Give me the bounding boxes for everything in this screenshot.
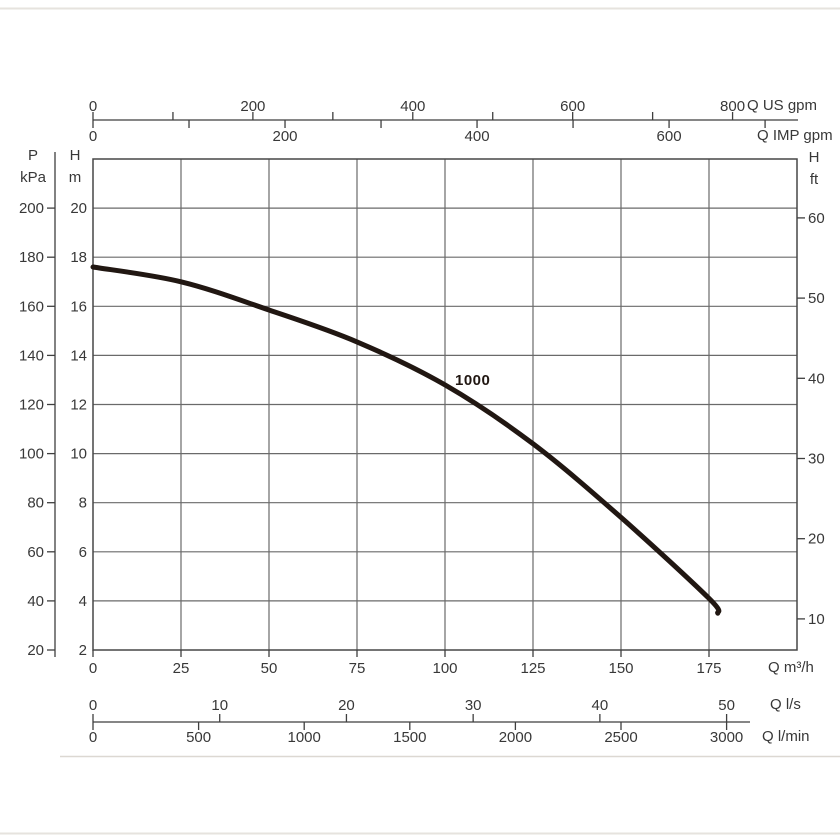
head-ft-tick-label: 30: [808, 451, 825, 468]
lmin-tick-label: 1500: [393, 729, 426, 746]
head-m-tick-label: 6: [79, 544, 87, 561]
lmin-tick-label: 3000: [710, 729, 743, 746]
head-ft-tick-label: 20: [808, 531, 825, 548]
head-ft-axis-symbol: H: [808, 149, 820, 166]
kpa-tick-label: 80: [27, 495, 44, 512]
imp-gpm-tick-label: 0: [89, 128, 97, 145]
imp-gpm-tick-label: 200: [273, 128, 298, 145]
kpa-tick-label: 160: [19, 298, 44, 315]
ls-tick-label: 20: [338, 697, 355, 714]
head-m-tick-label: 16: [70, 298, 87, 315]
pressure-axis-unit: kPa: [20, 169, 46, 186]
head-m-tick-label: 2: [79, 642, 87, 659]
m3h-axis-title: Q m³/h: [768, 659, 814, 676]
head-ft-tick-label: 10: [808, 611, 825, 628]
head-m-tick-label: 18: [70, 249, 87, 266]
us-gpm-tick-label: 600: [560, 98, 585, 115]
head-ft-axis-title: H ft: [792, 147, 836, 191]
lmin-tick-label: 500: [186, 729, 211, 746]
head-m-axis-title: H m: [53, 145, 97, 189]
kpa-tick-label: 200: [19, 200, 44, 217]
pressure-axis-title: P kPa: [11, 145, 55, 189]
m3h-tick-label: 0: [89, 660, 97, 677]
m3h-tick-label: 100: [432, 660, 457, 677]
head-m-axis-unit: m: [68, 169, 82, 186]
lmin-axis-title: Q l/min: [762, 728, 810, 745]
kpa-tick-label: 120: [19, 397, 44, 414]
ls-axis-title: Q l/s: [770, 696, 801, 713]
head-ft-axis-unit: ft: [809, 171, 819, 188]
lmin-tick-label: 0: [89, 729, 97, 746]
us-gpm-tick-label: 200: [240, 98, 265, 115]
us-gpm-tick-label: 800: [720, 98, 745, 115]
m3h-tick-label: 150: [608, 660, 633, 677]
head-m-tick-label: 4: [79, 593, 87, 610]
kpa-tick-label: 140: [19, 347, 44, 364]
head-m-tick-label: 12: [70, 397, 87, 414]
ls-tick-label: 10: [211, 697, 228, 714]
imp-gpm-axis-title: Q IMP gpm: [757, 127, 833, 144]
head-m-tick-label: 20: [70, 200, 87, 217]
imp-gpm-tick-label: 600: [657, 128, 682, 145]
head-m-tick-label: 10: [70, 446, 87, 463]
us-gpm-axis-title: Q US gpm: [747, 97, 818, 114]
head-ft-tick-label: 60: [808, 210, 825, 227]
curve-model-label: 1000: [455, 372, 491, 389]
kpa-tick-label: 60: [27, 544, 44, 561]
ls-tick-label: 0: [89, 697, 97, 714]
head-ft-tick-label: 50: [808, 290, 825, 307]
m3h-tick-label: 75: [349, 660, 366, 677]
kpa-tick-label: 40: [27, 593, 44, 610]
ls-tick-label: 50: [718, 697, 735, 714]
head-ft-tick-label: 40: [808, 370, 825, 387]
imp-gpm-tick-label: 400: [465, 128, 490, 145]
ls-tick-label: 30: [465, 697, 482, 714]
kpa-tick-label: 100: [19, 446, 44, 463]
head-m-tick-label: 8: [79, 495, 87, 512]
kpa-tick-label: 180: [19, 249, 44, 266]
m3h-tick-label: 50: [261, 660, 278, 677]
pressure-axis-symbol: P: [27, 147, 38, 164]
head-m-axis-symbol: H: [69, 147, 81, 164]
us-gpm-tick-label: 400: [400, 98, 425, 115]
m3h-tick-label: 125: [520, 660, 545, 677]
lmin-tick-label: 2500: [604, 729, 637, 746]
pump-curve: [90, 264, 722, 616]
m3h-tick-label: 25: [173, 660, 190, 677]
m3h-tick-label: 175: [696, 660, 721, 677]
us-gpm-tick-label: 0: [89, 98, 97, 115]
lmin-tick-label: 2000: [499, 729, 532, 746]
lmin-tick-label: 1000: [288, 729, 321, 746]
head-m-tick-label: 14: [70, 347, 87, 364]
ls-tick-label: 40: [592, 697, 609, 714]
kpa-tick-label: 20: [27, 642, 44, 659]
